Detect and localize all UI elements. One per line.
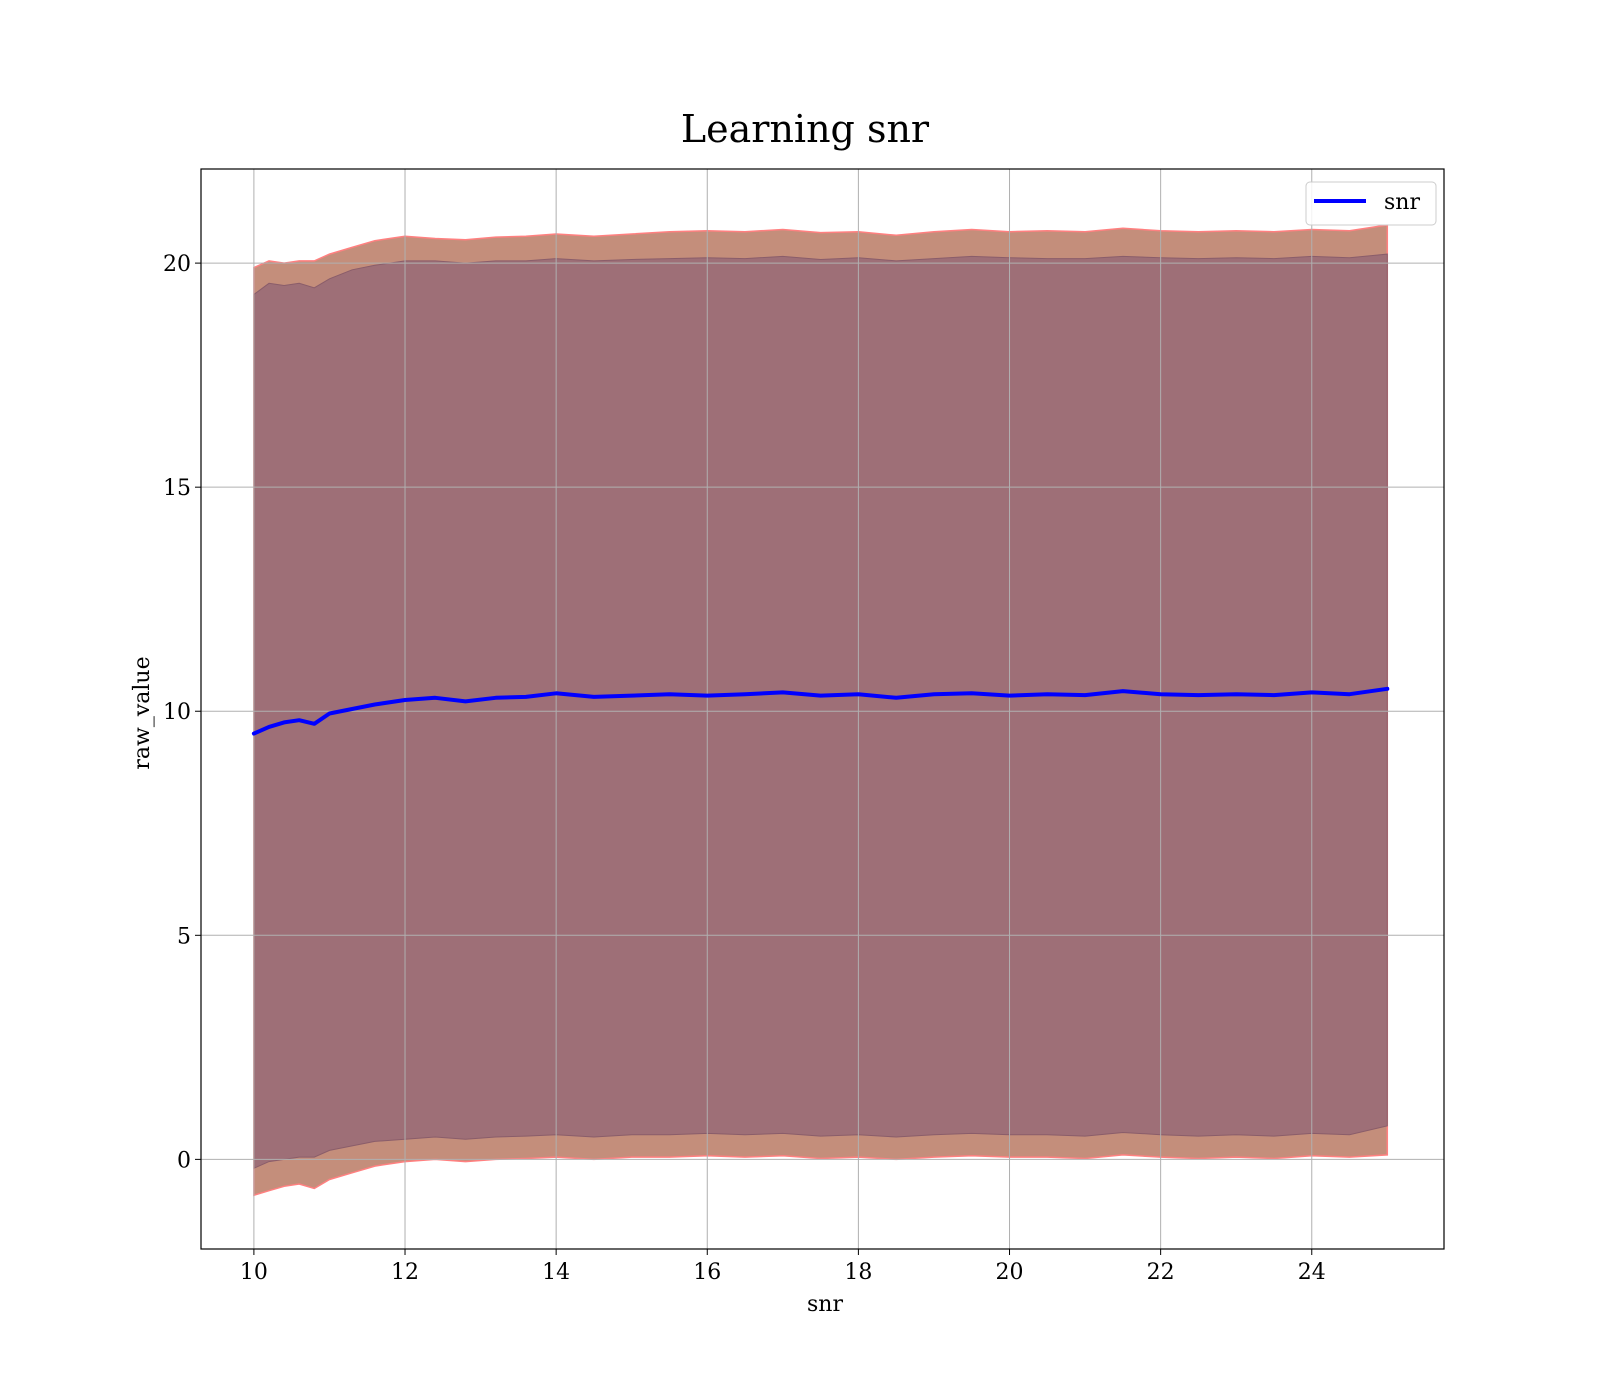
x-tick-label: 24 (1298, 1260, 1326, 1285)
grid-layer (201, 169, 1444, 1249)
y-tick-label: 10 (163, 700, 191, 725)
x-axis-label: snr (807, 1292, 843, 1317)
plot-area (200, 168, 1445, 1250)
x-tick-label: 18 (844, 1260, 872, 1285)
legend: snr (1305, 181, 1437, 226)
y-tick-label: 0 (177, 1148, 191, 1173)
x-tick-label: 20 (996, 1260, 1024, 1285)
chart-title: Learning snr (681, 107, 930, 151)
x-tick-label: 16 (693, 1260, 721, 1285)
y-axis-ticks: 0 5 10 15 20 (163, 252, 201, 1173)
axes-frame (200, 168, 1445, 1250)
x-tick-label: 22 (1147, 1260, 1175, 1285)
legend-label-snr: snr (1384, 190, 1420, 215)
y-tick-label: 15 (163, 476, 191, 501)
bands-layer (253, 224, 1389, 1197)
x-tick-label: 10 (240, 1260, 268, 1285)
legend-box (1305, 181, 1437, 226)
x-axis-ticks: 10 12 14 16 18 20 22 24 (240, 1249, 1326, 1285)
y-tick-label: 20 (163, 252, 191, 277)
y-tick-label: 5 (177, 924, 191, 949)
x-tick-label: 12 (391, 1260, 419, 1285)
series-layer (251, 686, 1390, 736)
series-line-snr (251, 686, 1390, 736)
y-axis-label: raw_value (130, 656, 155, 769)
x-tick-label: 14 (542, 1260, 570, 1285)
